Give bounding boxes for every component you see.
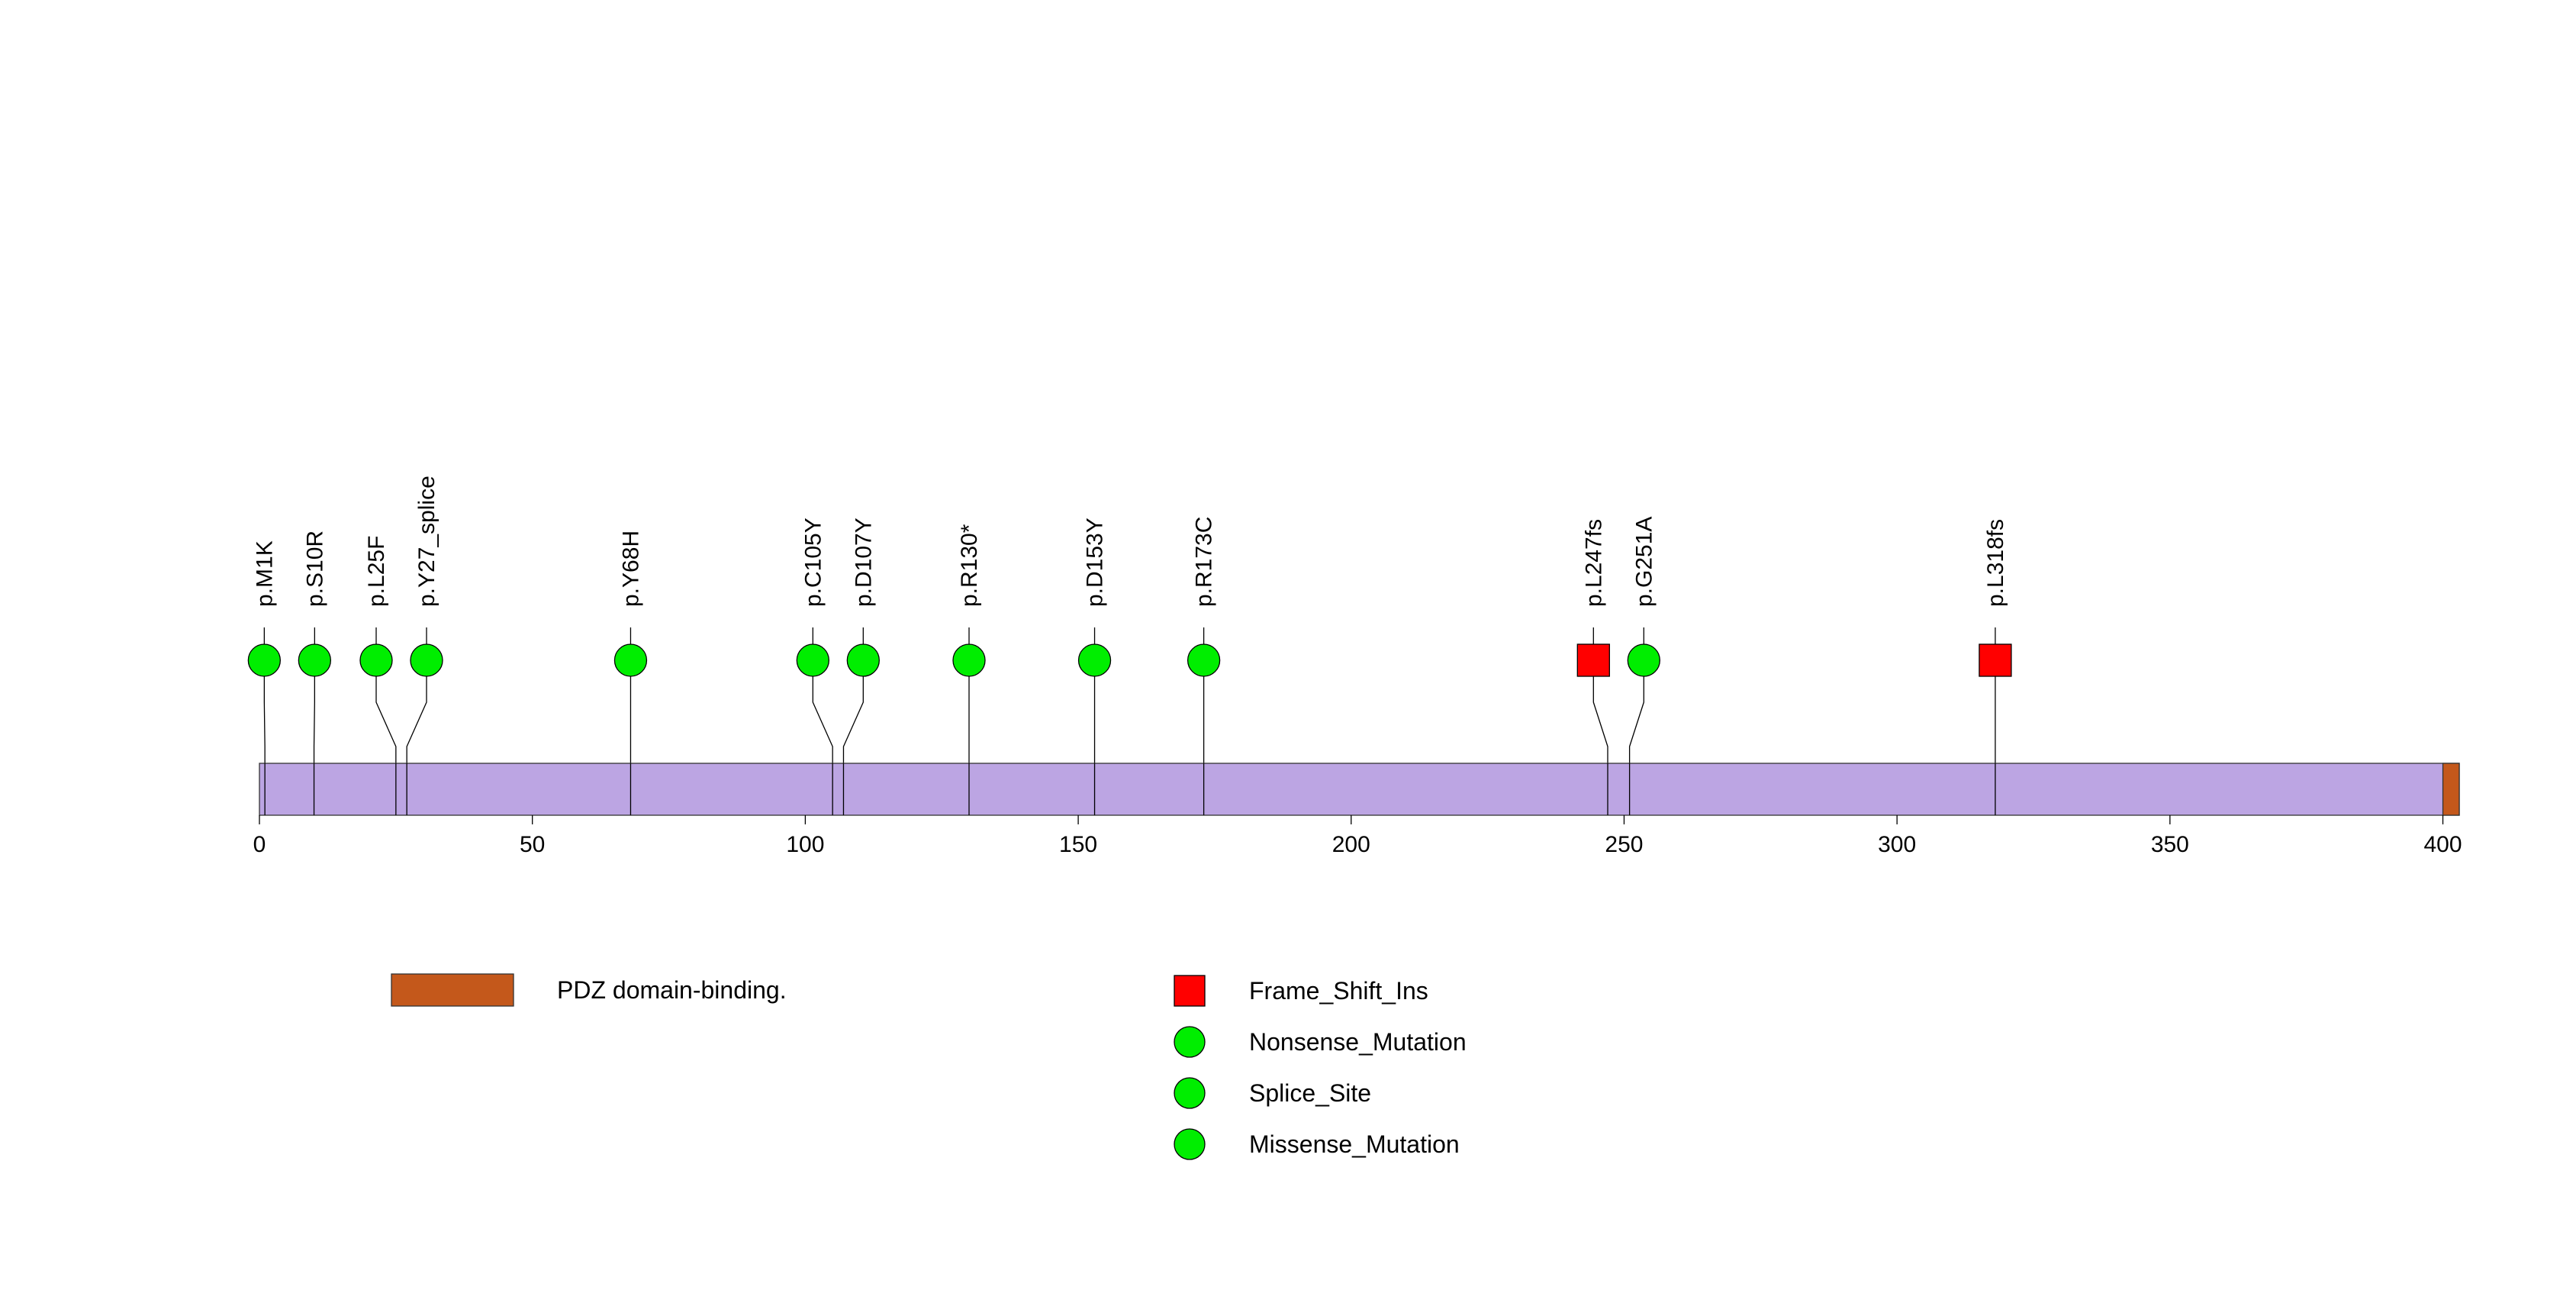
mutation-labels: p.M1K p.S10R p.L25F p.Y27_splice p.Y68H p.C10…	[252, 476, 2008, 607]
x-tick-label-150: 150	[1059, 832, 1097, 857]
marker-p-l318fs	[1979, 643, 2012, 677]
mutation-label-p-y68h: p.Y68H	[618, 531, 643, 607]
mutation-label-p-m1k: p.M1K	[252, 540, 277, 607]
x-tick-label-0: 0	[253, 832, 266, 857]
legend-marker-missense-mutation	[1174, 1128, 1206, 1160]
marker-p-l247fs	[1576, 643, 1610, 677]
marker-p-r173c	[1187, 643, 1221, 677]
mutation-markers	[247, 643, 2012, 677]
legend-label-pdz-domain-binding: PDZ domain-binding.	[557, 976, 787, 1004]
mutation-label-p-l25f: p.L25F	[364, 536, 389, 607]
protein-body	[259, 763, 2460, 816]
legend-marker-splice-site	[1174, 1077, 1206, 1109]
mutation-label-p-l318fs: p.L318fs	[1983, 519, 2008, 607]
legend-marker-frame-shift-ins	[1174, 975, 1206, 1007]
legend-label-frame-shift-ins: Frame_Shift_Ins	[1249, 977, 1428, 1005]
x-tick-label-400: 400	[2424, 832, 2462, 857]
mutation-label-p-y27-splice: p.Y27_splice	[414, 476, 440, 607]
mutation-label-p-s10r: p.S10R	[302, 531, 327, 607]
marker-p-c105y	[796, 643, 829, 677]
mutation-label-p-g251a: p.G251A	[1631, 517, 1657, 607]
domain-legend: PDZ domain-binding.	[391, 973, 787, 1007]
legend-label-missense-mutation: Missense_Mutation	[1249, 1130, 1460, 1158]
marker-p-y27-splice	[410, 643, 443, 677]
marker-p-d107y	[846, 643, 880, 677]
marker-p-l25f	[359, 643, 393, 677]
mutation-label-p-r173c: p.R173C	[1192, 517, 1217, 607]
mutation-label-p-r130: p.R130*	[957, 524, 982, 607]
x-tick-label-300: 300	[1878, 832, 1916, 857]
marker-p-s10r	[298, 643, 331, 677]
x-tick-label-100: 100	[786, 832, 824, 857]
marker-p-d153y	[1077, 643, 1112, 677]
mutation-label-p-l247fs: p.L247fs	[1581, 519, 1606, 607]
mutation-label-p-d153y: p.D153Y	[1083, 518, 1108, 607]
x-tick-label-350: 350	[2151, 832, 2189, 857]
mutation-label-p-d107y: p.D107Y	[851, 518, 876, 607]
marker-p-y68h	[613, 643, 648, 677]
x-tick-label-250: 250	[1605, 832, 1643, 857]
marker-p-m1k	[247, 643, 281, 677]
mutation-legend: Frame_Shift_Ins Nonsense_Mutation Splice_S…	[1174, 975, 1467, 1160]
x-tick-label-50: 50	[520, 832, 545, 857]
legend-label-nonsense-mutation: Nonsense_Mutation	[1249, 1028, 1467, 1056]
legend-label-splice-site: Splice_Site	[1249, 1079, 1371, 1107]
legend-swatch-pdz-domain-binding	[391, 973, 514, 1007]
marker-p-r130	[952, 643, 986, 677]
mutation-label-p-c105y: p.C105Y	[800, 518, 826, 607]
marker-p-g251a	[1627, 643, 1660, 677]
domain-pdz-domain-binding	[2442, 763, 2460, 816]
x-tick-label-200: 200	[1332, 832, 1370, 857]
legend-marker-nonsense-mutation	[1174, 1026, 1206, 1058]
protein-track	[259, 763, 2460, 816]
x-axis: 0 50 100 150 200 250 300 350 400	[253, 815, 2462, 857]
